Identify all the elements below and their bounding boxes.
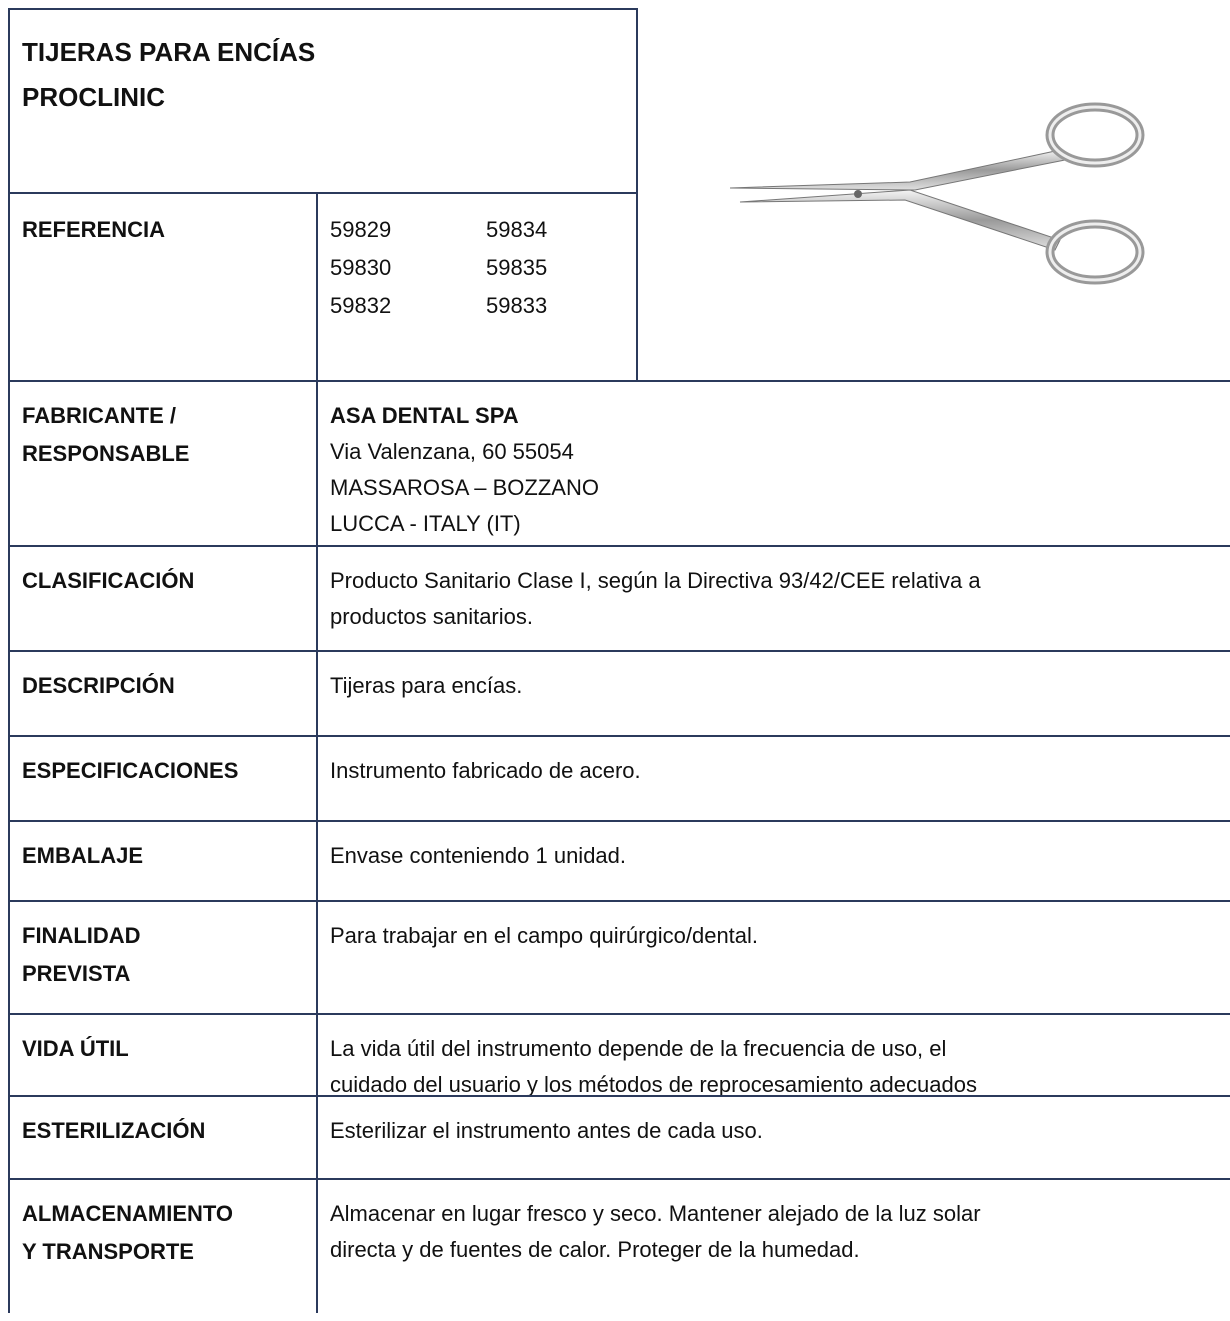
title: TIJERAS PARA ENCÍAS — [22, 37, 316, 67]
value: cuidado del usuario y los métodos de rep… — [330, 1072, 977, 1097]
value: Para trabajar en el campo quirúrgico/den… — [330, 923, 759, 948]
title: PROCLINIC — [22, 82, 165, 112]
border — [8, 735, 1230, 737]
label: DESCRIPCIÓN — [22, 673, 175, 698]
value: Envase conteniendo 1 unidad. — [330, 843, 627, 868]
reference-code: 59832 — [330, 293, 392, 318]
value: Tijeras para encías. — [330, 673, 523, 698]
label: REFERENCIA — [22, 217, 166, 242]
border — [8, 8, 10, 1313]
value: Via Valenzana, 60 55054 — [330, 439, 574, 464]
border — [8, 900, 1230, 902]
value: LUCCA - ITALY (IT) — [330, 511, 521, 536]
label: EMBALAJE — [22, 843, 144, 868]
value: directa y de fuentes de calor. Proteger … — [330, 1237, 860, 1262]
border — [8, 820, 1230, 822]
border — [8, 545, 1230, 547]
label: VIDA ÚTIL — [22, 1036, 129, 1061]
border — [8, 8, 637, 10]
label: CLASIFICACIÓN — [22, 568, 195, 593]
value: La vida útil del instrumento depende de … — [330, 1036, 947, 1061]
label: ESTERILIZACIÓN — [22, 1118, 206, 1143]
label: FABRICANTE / — [22, 403, 176, 428]
value: MASSAROSA – BOZZANO — [330, 475, 599, 500]
border — [8, 192, 637, 194]
reference-code: 59830 — [330, 255, 392, 280]
label: ALMACENAMIENTO — [22, 1201, 234, 1226]
reference-code: 59834 — [486, 217, 548, 242]
reference-code: 59835 — [486, 255, 548, 280]
label: ESPECIFICACIONES — [22, 758, 239, 783]
label: FINALIDAD — [22, 923, 141, 948]
value: Esterilizar el instrumento antes de cada… — [330, 1118, 763, 1143]
border — [8, 650, 1230, 652]
reference-code: 59829 — [330, 217, 392, 242]
border — [636, 8, 638, 381]
label: Y TRANSPORTE — [22, 1239, 194, 1264]
reference-code: 59833 — [486, 293, 548, 318]
value: Instrumento fabricado de acero. — [330, 758, 641, 783]
value: Producto Sanitario Clase I, según la Dir… — [330, 568, 981, 593]
value: productos sanitarios. — [330, 604, 533, 629]
value: Almacenar en lugar fresco y seco. Manten… — [330, 1201, 981, 1226]
border — [8, 1013, 1230, 1015]
label: PREVISTA — [22, 961, 131, 986]
border — [8, 1178, 1230, 1180]
border — [8, 380, 1230, 382]
border — [8, 1095, 1230, 1097]
value: ASA DENTAL SPA — [330, 403, 519, 428]
product-image — [729, 102, 1145, 285]
label: RESPONSABLE — [22, 441, 190, 466]
border — [316, 192, 318, 1313]
